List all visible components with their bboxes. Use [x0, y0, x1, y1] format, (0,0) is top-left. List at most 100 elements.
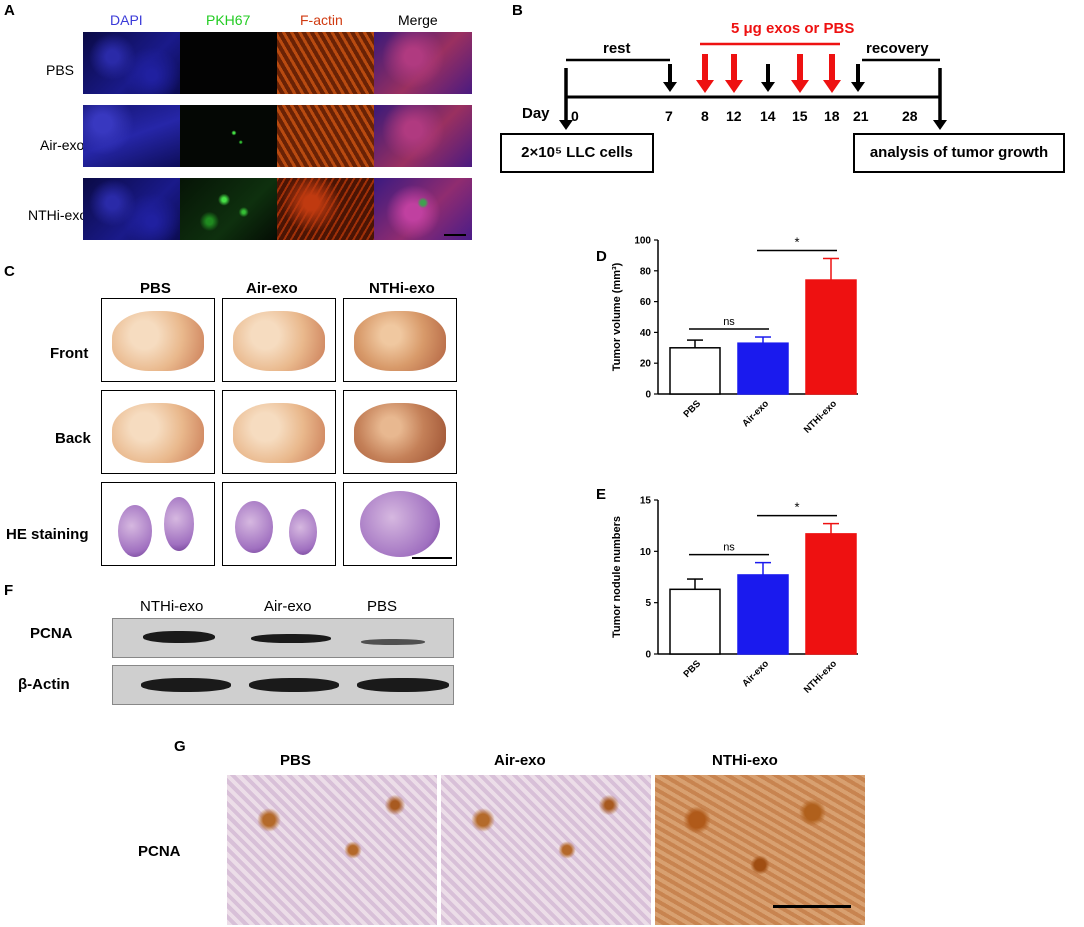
- c-col-nthi-exo: NTHi-exo: [369, 280, 435, 297]
- band-pcna-pbs: [361, 639, 425, 645]
- day-0: 0: [571, 108, 579, 124]
- panel-label-c: C: [4, 263, 15, 280]
- bar-pbs: [669, 588, 721, 655]
- chart-tumor-volume: 0 20 40 60 80 100 Tumor volume (mm³) PBS Air-exo…: [611, 234, 858, 436]
- lane-label-pbs: PBS: [367, 598, 398, 615]
- x-tick-label: Air-exo: [740, 658, 771, 689]
- day-28: 28: [902, 108, 918, 124]
- photo-he-air-exo: [222, 482, 336, 566]
- band-actin-nthi-exo: [141, 678, 231, 692]
- day-21: 21: [853, 108, 869, 124]
- x-tick-label: NTHi-exo: [802, 398, 839, 435]
- bar-air-exo: [737, 342, 789, 395]
- image-pkh67-air-exo: [180, 105, 278, 167]
- col-label-pkh67: PKH67: [206, 12, 251, 28]
- y-tick-label: 60: [640, 297, 652, 308]
- y-tick-label: 100: [634, 236, 651, 247]
- row-label-pbs: PBS: [46, 62, 75, 78]
- photo-front-nthi-exo: [343, 298, 457, 382]
- treatment-label: 5 μg exos or PBS: [731, 20, 855, 37]
- image-pkh67-nthi-exo: [180, 178, 278, 240]
- image-factin-air-exo: [277, 105, 375, 167]
- bar-pbs: [669, 347, 721, 395]
- photo-he-pbs: [101, 482, 215, 566]
- ihc-nthi-exo: [655, 775, 865, 925]
- band-pcna-nthi-exo: [143, 631, 215, 643]
- timeline-diagram: [559, 42, 947, 130]
- g-row-pcna: PCNA: [138, 843, 181, 860]
- significance-label: ns: [723, 542, 735, 554]
- g-col-pbs: PBS: [280, 752, 311, 769]
- photo-front-air-exo: [222, 298, 336, 382]
- image-merge-nthi-exo: [374, 178, 472, 240]
- blot-pcna: [112, 618, 454, 658]
- day-12: 12: [726, 108, 742, 124]
- y-tick-label: 10: [640, 547, 652, 558]
- g-col-nthi-exo: NTHi-exo: [712, 752, 778, 769]
- image-dapi-nthi-exo: [83, 178, 181, 240]
- c-row-back: Back: [55, 430, 91, 447]
- row-label-air-exo: Air-exo: [40, 137, 85, 153]
- bar-air-exo: [737, 574, 789, 655]
- analysis-box: analysis of tumor growth: [853, 133, 1065, 173]
- image-dapi-air-exo: [83, 105, 181, 167]
- rest-label: rest: [603, 40, 631, 57]
- x-tick-label: PBS: [682, 398, 704, 420]
- blot-row-pcna: PCNA: [30, 625, 73, 642]
- chart-tumor-nodules: 0 5 10 15 Tumor nodule numbers PBS Air-exo NTHi…: [611, 496, 858, 696]
- y-tick-label: 0: [645, 650, 651, 661]
- day-7: 7: [665, 108, 673, 124]
- day-14: 14: [760, 108, 776, 124]
- col-label-merge: Merge: [398, 12, 438, 28]
- scale-bar: [444, 234, 466, 236]
- ihc-pbs: [227, 775, 437, 925]
- bar-nthi-exo: [805, 279, 857, 395]
- photo-front-pbs: [101, 298, 215, 382]
- panel-label-d: D: [596, 248, 607, 265]
- scale-bar: [412, 557, 452, 559]
- panel-label-a: A: [4, 2, 15, 19]
- y-axis-label: Tumor nodule numbers: [611, 516, 623, 638]
- scale-bar: [773, 905, 851, 908]
- image-merge-pbs: [374, 32, 472, 94]
- col-label-factin: F-actin: [300, 12, 343, 28]
- panel-label-e: E: [596, 486, 607, 503]
- significance-label: *: [794, 234, 799, 249]
- image-merge-air-exo: [374, 105, 472, 167]
- image-dapi-pbs: [83, 32, 181, 94]
- day-8: 8: [701, 108, 709, 124]
- arrow-day-18: [823, 54, 841, 93]
- c-col-air-exo: Air-exo: [246, 280, 298, 297]
- image-factin-pbs: [277, 32, 375, 94]
- c-row-front: Front: [50, 345, 89, 362]
- photo-back-pbs: [101, 390, 215, 474]
- lane-label-air-exo: Air-exo: [264, 598, 312, 615]
- arrow-day-15: [791, 54, 809, 93]
- photo-he-nthi-exo: [343, 482, 457, 566]
- bar-nthi-exo: [805, 533, 857, 655]
- band-actin-air-exo: [249, 678, 339, 692]
- band-pcna-air-exo: [251, 634, 331, 643]
- image-factin-nthi-exo: [277, 178, 375, 240]
- band-actin-pbs: [357, 678, 449, 692]
- panel-label-f: F: [4, 582, 14, 599]
- photo-back-air-exo: [222, 390, 336, 474]
- x-tick-label: PBS: [682, 658, 704, 680]
- y-tick-label: 40: [640, 328, 652, 339]
- panel-label-g: G: [174, 738, 186, 755]
- photo-back-nthi-exo: [343, 390, 457, 474]
- blot-beta-actin: [112, 665, 454, 705]
- arrow-day-8: [696, 54, 714, 93]
- row-label-nthi-exo: NTHi-exo: [28, 207, 88, 223]
- ihc-air-exo: [441, 775, 651, 925]
- recovery-label: recovery: [866, 40, 929, 57]
- lane-label-nthi-exo: NTHi-exo: [140, 598, 204, 615]
- day-label: Day: [522, 105, 550, 122]
- panel-label-b: B: [512, 2, 523, 19]
- day-15: 15: [792, 108, 808, 124]
- c-col-pbs: PBS: [140, 280, 171, 297]
- arrow-day-12: [725, 54, 743, 93]
- y-tick-label: 15: [640, 496, 652, 507]
- y-axis-label: Tumor volume (mm³): [611, 262, 623, 371]
- arrow-day-21: [851, 64, 865, 92]
